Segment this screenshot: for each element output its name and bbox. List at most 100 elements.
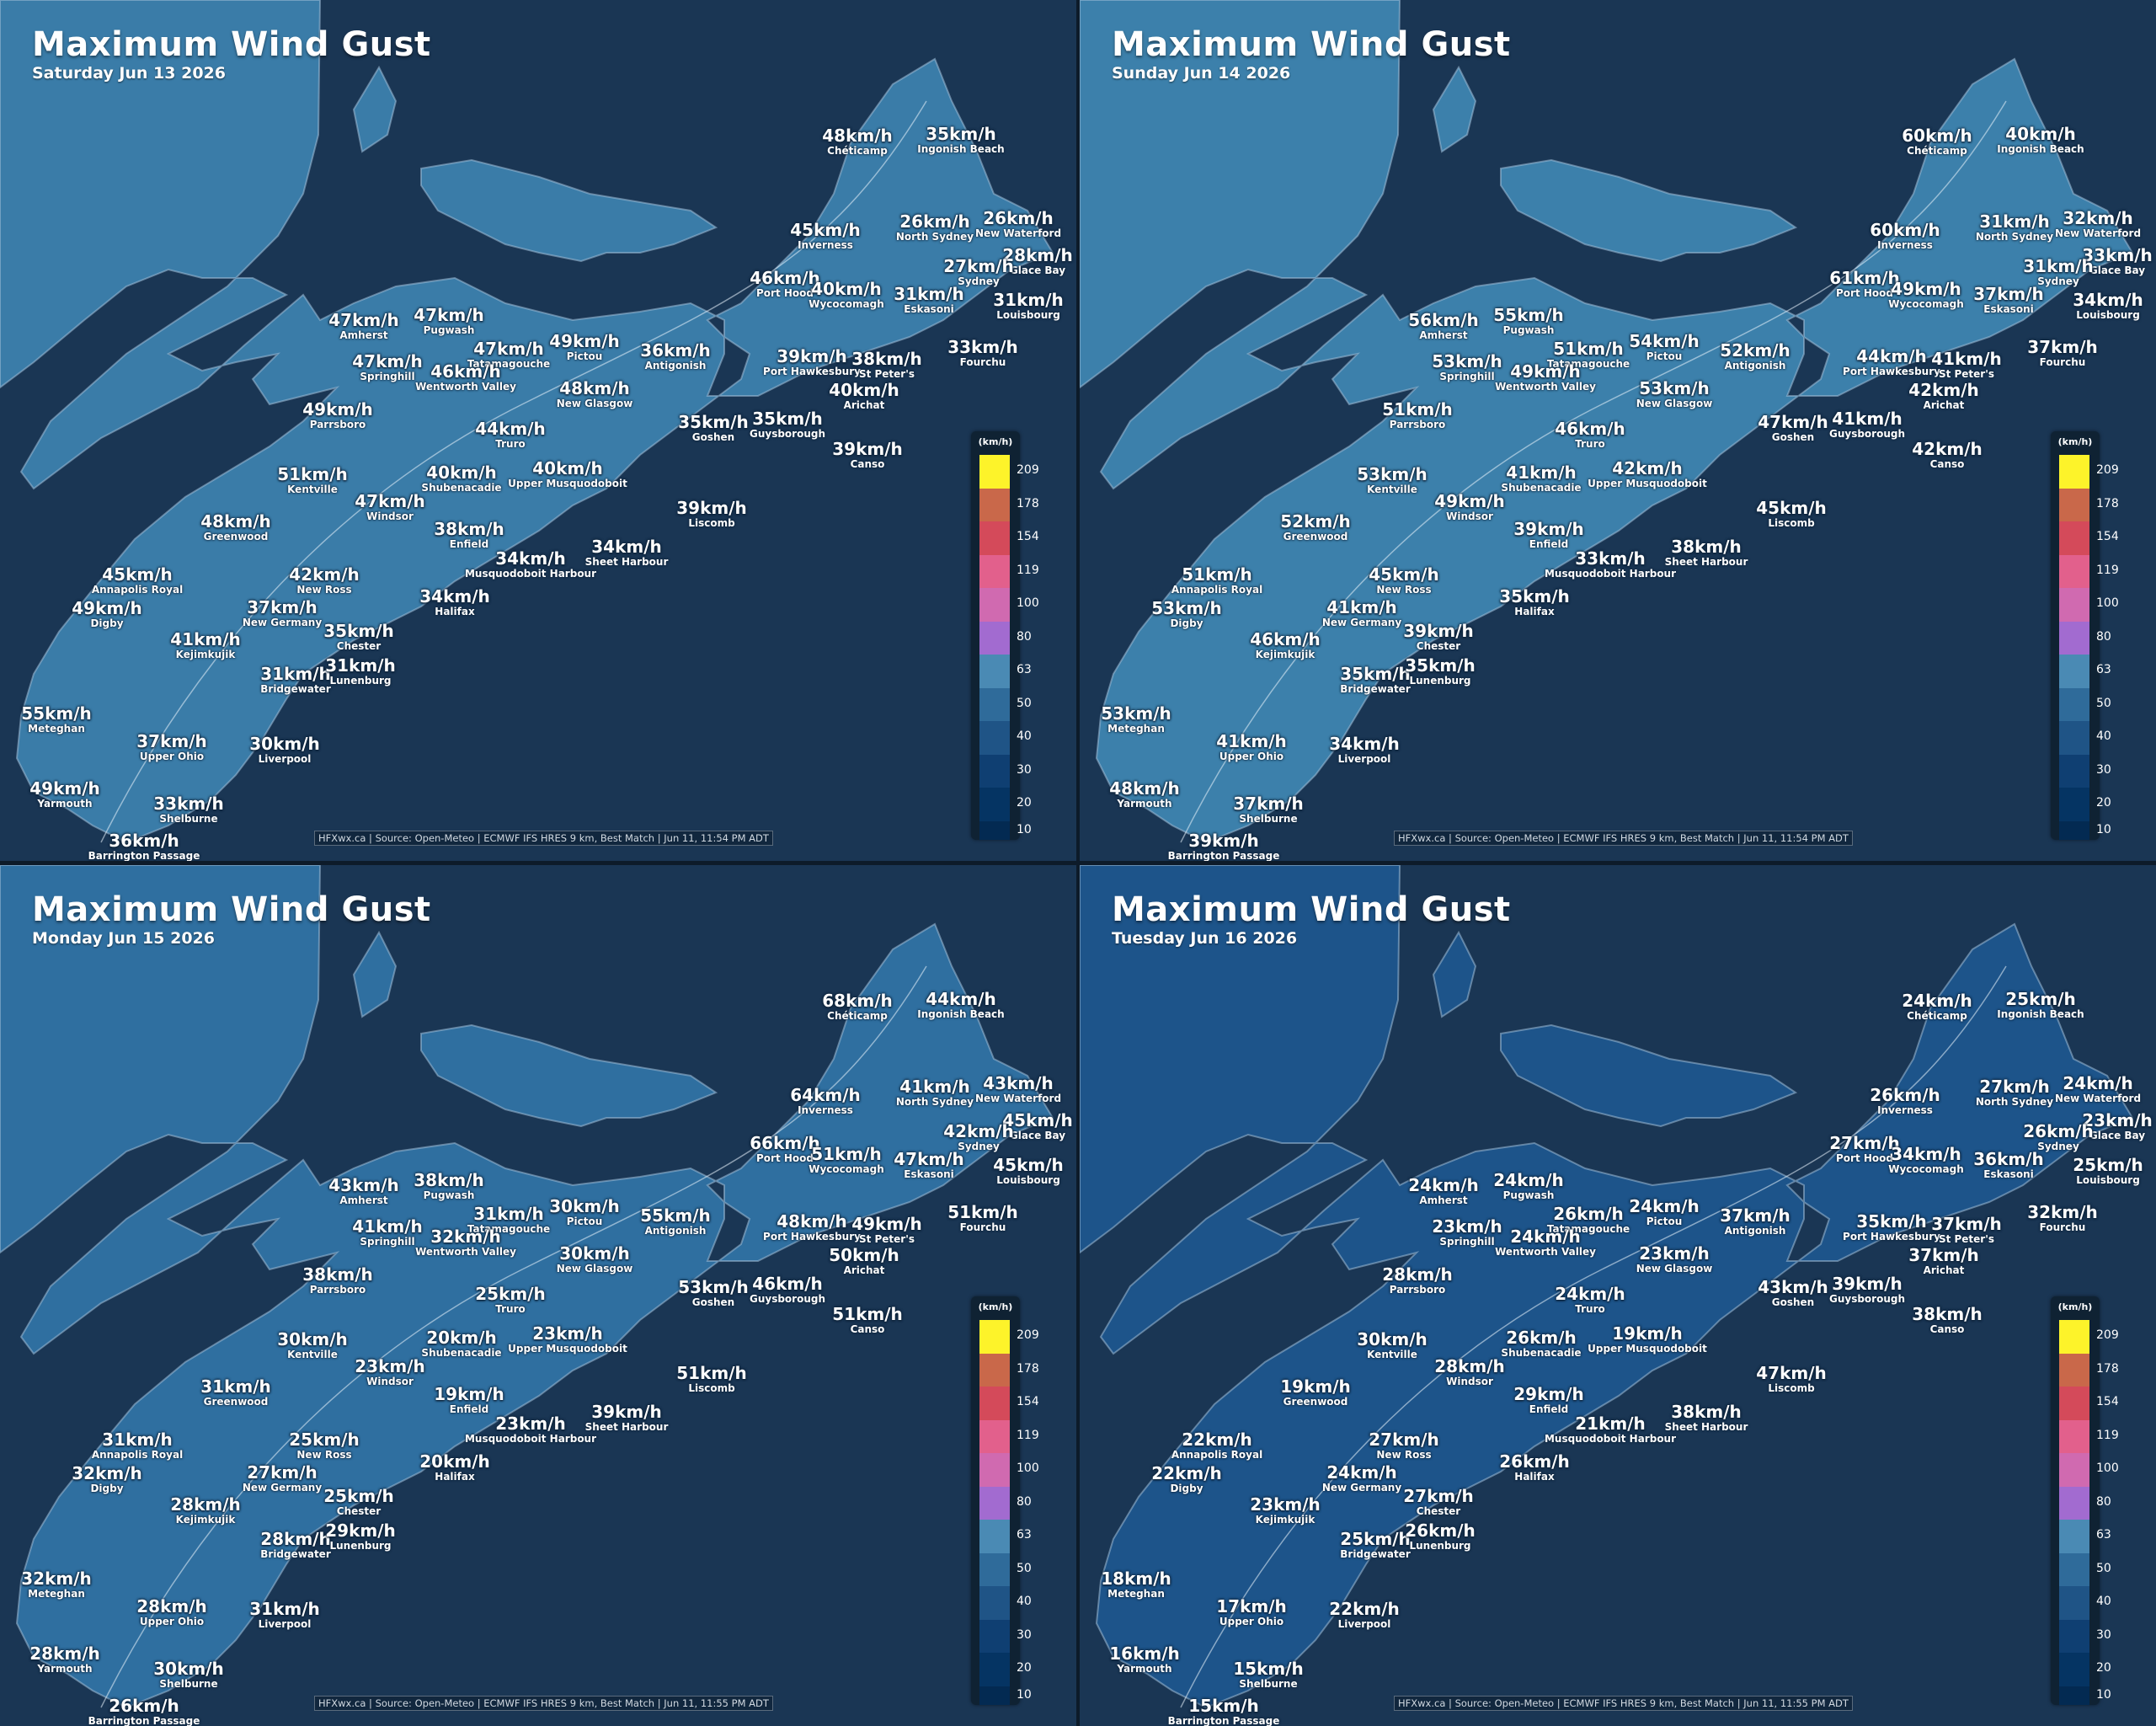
legend-value: 40 xyxy=(2096,1595,2111,1608)
island xyxy=(1432,930,1477,1018)
place-name: Enfield xyxy=(449,538,489,550)
gust-value: 26km/h xyxy=(1506,1328,1577,1348)
legend-swatch xyxy=(979,1653,1010,1686)
gust-value: 49km/h xyxy=(549,331,620,351)
place-name: Enfield xyxy=(1529,1403,1569,1415)
station-label: 36km/h Barrington Passage xyxy=(88,831,200,861)
place-name: Canso xyxy=(1929,1323,1965,1335)
gust-value: 35km/h xyxy=(1340,664,1411,684)
gust-value: 47km/h xyxy=(1758,412,1828,432)
station-label: 40km/h Upper Musquodoboit xyxy=(508,459,627,489)
place-name: Parrsboro xyxy=(1389,419,1446,430)
gust-value: 26km/h xyxy=(1553,1204,1624,1224)
legend-value: 100 xyxy=(1017,596,1039,610)
station-label: 20km/h Shubenacadie xyxy=(421,1328,501,1359)
legend-swatch xyxy=(979,1552,1010,1587)
gust-value: 47km/h xyxy=(414,305,484,325)
station-label: 52km/h Antigonish xyxy=(1720,341,1790,371)
gust-value: 46km/h xyxy=(1555,419,1625,439)
legend-swatch xyxy=(2059,1320,2089,1354)
legend-value: 209 xyxy=(2096,463,2119,477)
legend-entry: 119 xyxy=(979,1419,1039,1454)
station-label: 49km/h Pictou xyxy=(549,332,620,362)
station-label: 39km/h Guysborough xyxy=(1829,1274,1905,1305)
gust-value: 24km/h xyxy=(1326,1462,1397,1483)
station-label: 34km/h Sheet Harbour xyxy=(585,537,669,568)
station-label: 36km/h Antigonish xyxy=(640,341,711,371)
place-name: Parrsboro xyxy=(1389,1284,1446,1296)
map-panel: Maximum Wind Gust Tuesday Jun 16 2026 24km… xyxy=(1080,865,2156,1726)
gust-value: 15km/h xyxy=(1188,1696,1259,1716)
gust-value: 32km/h xyxy=(21,1568,92,1589)
place-name: Truro xyxy=(1575,1303,1605,1315)
legend-value: 40 xyxy=(1017,729,1032,743)
gust-value: 45km/h xyxy=(1369,564,1439,585)
place-name: Canso xyxy=(850,458,885,470)
station-label: 29km/h Enfield xyxy=(1513,1385,1584,1415)
source-credit: HFXwx.ca | Source: Open-Meteo | ECMWF IF… xyxy=(314,831,773,846)
gust-value: 31km/h xyxy=(200,1376,271,1397)
place-name: Kentville xyxy=(287,1349,338,1360)
station-label: 38km/h Sheet Harbour xyxy=(1665,1403,1748,1433)
station-label: 30km/h Liverpool xyxy=(249,735,320,765)
legend-swatch xyxy=(979,455,1010,489)
legend-swatch xyxy=(2059,1619,2089,1654)
station-label: 49km/h Wycocomagh xyxy=(1888,280,1964,310)
station-label: 55km/h Meteghan xyxy=(21,704,92,735)
gust-value: 48km/h xyxy=(559,378,630,398)
legend-entry: 40 xyxy=(2059,1586,2111,1620)
place-name: Wycocomagh xyxy=(1888,1163,1964,1175)
gust-value: 26km/h xyxy=(1405,1520,1476,1541)
gust-value: 46km/h xyxy=(430,361,501,382)
gust-value: 55km/h xyxy=(1493,305,1564,325)
station-label: 24km/h New Germany xyxy=(1322,1463,1401,1494)
station-label: 27km/h New Germany xyxy=(243,1463,322,1494)
legend-swatch xyxy=(2059,1353,2089,1387)
legend-swatch xyxy=(979,1320,1010,1354)
map-title: Maximum Wind Gust xyxy=(1112,890,1511,929)
station-label: 26km/h Halifax xyxy=(1499,1452,1570,1483)
gust-value: 66km/h xyxy=(750,1133,820,1153)
place-name: Chester xyxy=(1416,640,1461,652)
legend-value: 63 xyxy=(1017,663,1032,676)
place-name: North Sydney xyxy=(1975,231,2054,243)
legend-value: 20 xyxy=(1017,796,1032,810)
gust-value: 41km/h xyxy=(170,629,241,649)
place-name: Digby xyxy=(1170,1483,1203,1494)
gust-value: 43km/h xyxy=(328,1175,399,1195)
gust-value: 41km/h xyxy=(1506,462,1577,483)
legend-entry: 178 xyxy=(979,488,1039,522)
gust-value: 29km/h xyxy=(325,1520,396,1541)
station-label: 29km/h Lunenburg xyxy=(325,1521,396,1552)
gust-value: 37km/h xyxy=(1233,794,1304,814)
gust-value: 38km/h xyxy=(302,1264,373,1285)
gust-value: 52km/h xyxy=(1280,511,1351,532)
place-name: Shelburne xyxy=(159,813,218,825)
station-label: 27km/h Port Hood xyxy=(1829,1134,1900,1164)
place-name: Pictou xyxy=(1646,350,1683,362)
place-name: Wycocomagh xyxy=(808,1163,884,1175)
station-label: 43km/h New Waterford xyxy=(975,1074,1061,1104)
place-name: Arichat xyxy=(843,399,885,411)
legend-value: 30 xyxy=(1017,1627,1032,1642)
gust-value: 39km/h xyxy=(1188,831,1259,851)
place-name: Glace Bay xyxy=(1009,265,1066,276)
wind-gust-map xyxy=(1080,0,2134,844)
station-label: 23km/h Upper Musquodoboit xyxy=(508,1324,627,1355)
station-label: 24km/h Wentworth Valley xyxy=(1495,1227,1596,1258)
legend-entry: 209 xyxy=(979,455,1039,489)
gust-value: 37km/h xyxy=(247,597,318,617)
legend-value: 154 xyxy=(2096,530,2119,543)
station-label: 35km/h Port Hawkesbury xyxy=(1843,1212,1940,1242)
station-label: 27km/h Sydney xyxy=(943,257,1014,287)
legend-entry: 20 xyxy=(2059,1653,2111,1686)
legend-value: 10 xyxy=(1017,1687,1032,1702)
gust-value: 49km/h xyxy=(1510,361,1581,382)
gust-value: 25km/h xyxy=(323,1486,394,1506)
gust-value: 37km/h xyxy=(1720,1205,1790,1226)
gust-value: 23km/h xyxy=(1250,1494,1321,1515)
place-name: Bridgewater xyxy=(1340,1548,1411,1560)
legend-swatch xyxy=(2059,721,2089,755)
station-label: 23km/h New Glasgow xyxy=(1636,1244,1713,1274)
station-label: 34km/h Musquodoboit Harbour xyxy=(465,549,596,580)
